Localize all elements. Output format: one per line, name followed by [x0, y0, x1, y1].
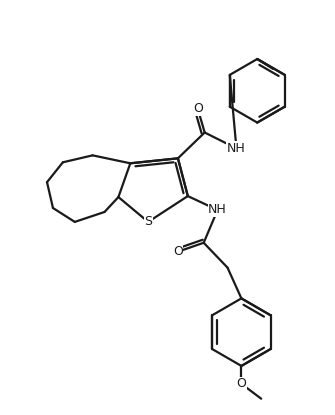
Text: NH: NH	[227, 142, 246, 155]
Text: NH: NH	[208, 203, 227, 217]
Text: O: O	[237, 377, 246, 391]
Text: NH: NH	[208, 203, 227, 217]
Text: O: O	[173, 245, 183, 258]
Text: S: S	[144, 215, 152, 228]
Text: S: S	[144, 215, 152, 228]
Text: O: O	[237, 377, 246, 391]
Text: O: O	[193, 102, 203, 115]
Text: O: O	[173, 245, 183, 258]
Text: O: O	[193, 102, 203, 115]
Text: NH: NH	[227, 142, 246, 155]
